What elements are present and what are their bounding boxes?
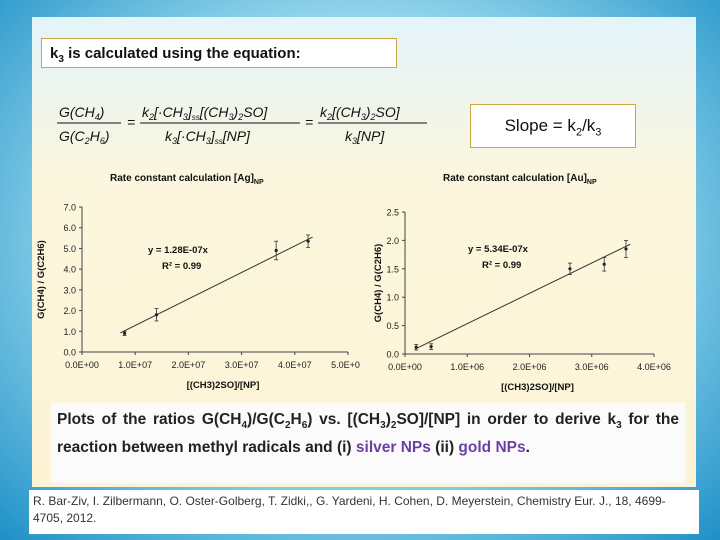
- equation-label-box: k3 is calculated using the equation:: [41, 38, 397, 68]
- ag-y-label: G(CH4) / G(C2H6): [36, 240, 47, 319]
- au-y-label: G(CH4) / G(C2H6): [373, 244, 384, 323]
- svg-text:G(CH4): G(CH4): [59, 104, 104, 122]
- figure-caption: Plots of the ratios G(CH4)/G(C2H6) vs. […: [51, 403, 685, 483]
- ag-x-tick-label: 4.0E+07: [278, 360, 312, 370]
- ag-fit-equation: y = 1.28E-07x: [148, 245, 209, 256]
- au-x-tick-label: 1.0E+06: [450, 362, 484, 372]
- rate-equation: G(CH4) G(C2H6) = k2[·CH3]ss[(CH3)2SO] k3…: [57, 104, 427, 146]
- ag-x-tick-label: 5.0E+07: [331, 360, 360, 370]
- reference-citation: R. Bar-Ziv, I. Zilbermann, O. Oster-Golb…: [29, 490, 699, 534]
- ag-data-point: [274, 248, 278, 253]
- au-y-tick-label: 2.0: [386, 236, 399, 246]
- ag-y-tick-label: 0.0: [63, 348, 76, 358]
- au-x-tick-label: 3.0E+06: [575, 362, 609, 372]
- svg-text:G(C2H6): G(C2H6): [59, 128, 110, 146]
- ag-y-tick-label: 6.0: [63, 223, 76, 233]
- slope-label: Slope = k2/k3: [504, 116, 602, 139]
- ag-y-tick-label: 5.0: [63, 244, 76, 254]
- ag-fit-line: [120, 236, 313, 334]
- au-x-tick-label: 4.0E+06: [637, 362, 671, 372]
- ag-x-label: [(CH3)2SO]/[NP]: [187, 380, 260, 391]
- ag-y-tick-label: 3.0: [63, 285, 76, 295]
- au-x-tick-label: 2.0E+06: [513, 362, 547, 372]
- au-title: Rate constant calculation [Au]NP: [443, 173, 597, 186]
- au-x-label: [(CH3)2SO]/[NP]: [501, 382, 574, 393]
- ag-data-point: [154, 313, 159, 317]
- equation-label: k3 is calculated using the equation:: [50, 45, 301, 65]
- au-r-squared: R² = 0.99: [482, 260, 521, 271]
- au-data-point: [429, 345, 433, 349]
- au-y-tick-label: 0.5: [386, 321, 399, 331]
- silver-nps-label: silver NPs: [355, 439, 431, 457]
- au-y-tick-label: 1.0: [386, 293, 399, 303]
- au-data-point: [624, 247, 628, 251]
- ag-title: Rate constant calculation [Ag]NP: [110, 173, 264, 186]
- ag-x-tick-label: 0.0E+00: [65, 360, 99, 370]
- ag-title-subscript: NP: [254, 179, 264, 186]
- au-y-tick-label: 0.0: [386, 350, 399, 360]
- ag-r-squared: R² = 0.99: [162, 261, 201, 272]
- ag-data-point: [306, 239, 310, 243]
- au-title-subscript: NP: [587, 179, 597, 186]
- au-data-point: [602, 262, 606, 266]
- au-fit-line: [414, 243, 631, 350]
- au-y-tick-label: 1.5: [386, 264, 399, 274]
- svg-text:=: =: [305, 114, 313, 130]
- ag-y-tick-label: 4.0: [63, 265, 76, 275]
- au-data-point: [568, 267, 572, 271]
- ag-x-tick-label: 2.0E+07: [172, 360, 206, 370]
- svg-text:k3[·CH3]ss[NP]: k3[·CH3]ss[NP]: [165, 128, 251, 146]
- au-fit-equation: y = 5.34E-07x: [468, 244, 529, 255]
- au-data-point: [414, 345, 418, 349]
- ag-y-tick-label: 1.0: [63, 327, 76, 337]
- svg-text:k2[·CH3]ss[(CH3)2SO]: k2[·CH3]ss[(CH3)2SO]: [142, 104, 268, 122]
- slope-label-box: Slope = k2/k3: [470, 104, 636, 148]
- svg-text:k2[(CH3)2SO]: k2[(CH3)2SO]: [320, 104, 401, 122]
- svg-text:k3[NP]: k3[NP]: [345, 128, 385, 146]
- gold-nps-label: gold NPs: [458, 439, 526, 457]
- ag-data-point: [122, 331, 127, 335]
- ag-chart: Rate constant calculation [Ag]NP 0.0 1.0 2.…: [36, 173, 360, 391]
- ag-y-tick-label: 7.0: [63, 203, 76, 213]
- au-chart: Rate constant calculation [Au]NP 0.0 0.5 1.…: [373, 173, 671, 393]
- au-y-tick-label: 2.5: [386, 208, 399, 218]
- ag-x-tick-label: 3.0E+07: [225, 360, 259, 370]
- au-x-tick-label: 0.0E+00: [388, 362, 422, 372]
- ag-x-tick-label: 1.0E+07: [118, 360, 152, 370]
- svg-text:=: =: [127, 114, 135, 130]
- ag-y-tick-label: 2.0: [63, 306, 76, 316]
